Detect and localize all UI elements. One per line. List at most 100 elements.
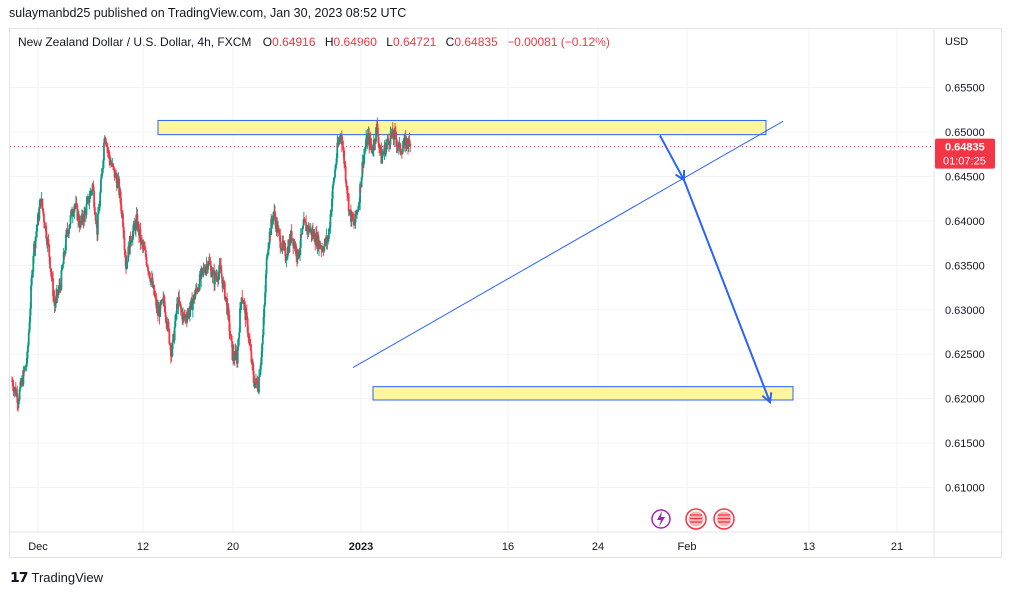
candle-body <box>382 152 385 155</box>
symbol-name[interactable]: New Zealand Dollar / U.S. Dollar, 4h, FX… <box>18 35 252 49</box>
candle-body <box>370 144 373 148</box>
time-tick-label: 20 <box>227 541 239 553</box>
candle-body <box>352 218 355 221</box>
candle-body <box>238 332 241 339</box>
candle-body <box>403 139 406 146</box>
candle-body <box>218 264 221 273</box>
candle-body <box>195 288 198 290</box>
candle-body <box>378 143 380 146</box>
candle-body <box>248 337 251 340</box>
candle-body <box>261 335 264 345</box>
candle-body <box>62 252 65 265</box>
candle-body <box>33 243 35 257</box>
candle-body <box>351 212 354 219</box>
candle-body <box>144 250 147 257</box>
candle-body <box>207 264 209 270</box>
event-markers <box>651 508 735 530</box>
candle-body <box>308 225 311 232</box>
candle-body <box>261 344 263 358</box>
open-label: O <box>262 35 273 49</box>
tradingview-logo-icon[interactable]: 𝟭𝟳 <box>10 569 29 585</box>
candle-body <box>116 180 119 188</box>
projection-arrowhead-1 <box>675 169 686 182</box>
candle-body <box>266 253 269 259</box>
candle-body <box>395 139 398 147</box>
price-tick-label: 0.64000 <box>945 216 985 228</box>
us-flag-event-icon[interactable] <box>685 508 707 530</box>
candle-body <box>24 366 26 371</box>
candle-body <box>245 311 248 319</box>
candle-body <box>160 299 163 304</box>
last-price-badge <box>935 138 995 169</box>
candle-body <box>239 303 242 309</box>
change-value: −0.00081 (−0.12%) <box>507 35 610 49</box>
close-label: C <box>445 35 455 49</box>
candle-body <box>220 273 223 279</box>
candle-body <box>256 382 259 390</box>
candle-body <box>141 239 143 243</box>
candle-body <box>30 285 32 309</box>
price-tick-label: 0.63000 <box>945 305 985 317</box>
candle-body <box>168 329 171 344</box>
candle-body <box>242 300 244 304</box>
candle-body <box>108 151 111 160</box>
candle-body <box>93 190 95 208</box>
candle-body <box>92 184 95 191</box>
candle-body <box>165 316 168 324</box>
candle-body <box>246 318 249 333</box>
candle-body <box>363 151 366 156</box>
candle-body <box>151 278 154 287</box>
candle-body <box>161 299 164 301</box>
candle-body <box>153 285 156 296</box>
lightning-event-icon[interactable] <box>651 509 671 529</box>
candle-body <box>29 308 32 323</box>
candle-body <box>167 321 170 330</box>
candle-body <box>345 180 348 188</box>
candle-body <box>125 262 128 270</box>
candle-body <box>214 272 217 278</box>
candle-body <box>115 173 118 179</box>
candle-body <box>93 207 96 215</box>
candle-body <box>182 313 184 320</box>
candle-body <box>279 235 282 248</box>
candle-body <box>102 160 105 169</box>
candle-body <box>178 296 181 303</box>
candle-body <box>362 155 365 166</box>
candle-body <box>134 219 137 231</box>
candle-body <box>255 378 258 383</box>
price-tick-label: 0.61500 <box>945 438 985 450</box>
lightning-bolt <box>657 511 665 527</box>
candle-body <box>68 224 71 229</box>
open-value: 0.64916 <box>272 35 316 49</box>
candle-body <box>214 272 216 285</box>
candle-body <box>34 236 37 249</box>
footer-brand: TradingView <box>31 570 104 585</box>
candle-body <box>332 181 335 186</box>
candle-body <box>171 342 174 357</box>
candle-body <box>309 229 311 232</box>
candle-body <box>154 296 157 299</box>
high-value: 0.64960 <box>333 35 377 49</box>
low-value: 0.64721 <box>392 35 437 49</box>
candlestick-series <box>11 117 412 412</box>
candle-body <box>191 301 194 311</box>
candle-body <box>323 244 326 251</box>
candle-body <box>231 341 234 360</box>
candle-body <box>81 214 84 222</box>
candle-body <box>299 247 301 254</box>
candle-body <box>381 154 384 156</box>
candle-body <box>36 225 38 232</box>
candle-body <box>144 249 146 251</box>
us-flag-event-icon[interactable] <box>713 508 735 530</box>
candle-body <box>19 381 22 390</box>
candle-body <box>327 238 330 242</box>
candle-body <box>146 264 149 267</box>
candle-body <box>361 162 364 177</box>
candle-body <box>342 146 345 151</box>
candle-body <box>133 223 136 226</box>
candle-body <box>227 307 230 316</box>
time-tick-label: 13 <box>803 541 815 553</box>
candle-body <box>241 297 244 301</box>
candle-body <box>339 135 342 140</box>
